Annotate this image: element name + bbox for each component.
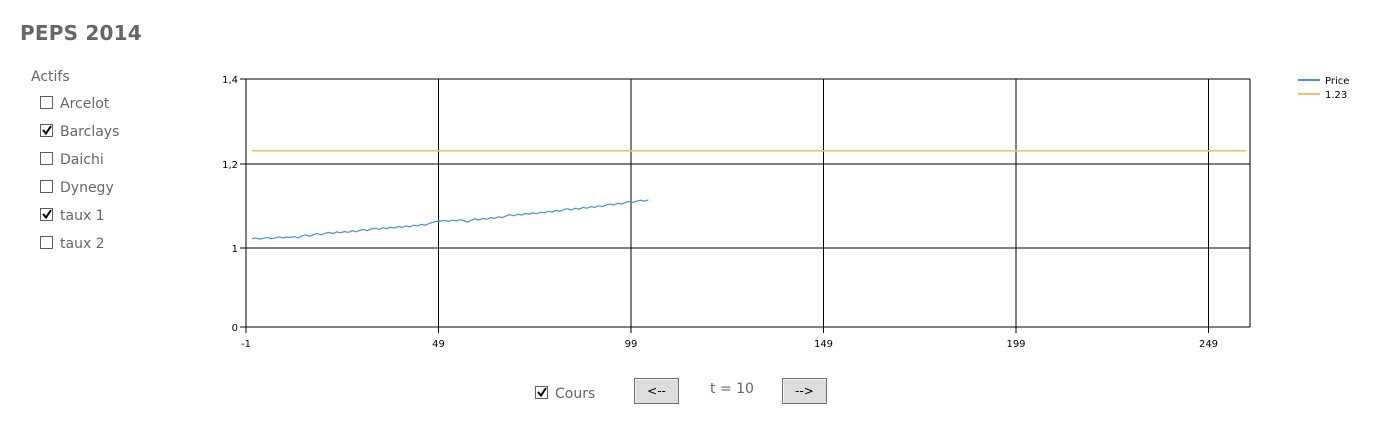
x-tick-label: 149	[814, 339, 833, 350]
asset-label: Daichi	[60, 152, 104, 168]
x-tick-label: 99	[625, 339, 638, 350]
checkbox[interactable]	[40, 124, 53, 137]
checkbox[interactable]	[40, 180, 53, 193]
time-step-label: t = 10	[710, 381, 754, 397]
legend-label: 1.23	[1325, 90, 1347, 101]
asset-item-taux-1[interactable]: taux 1	[40, 206, 119, 234]
asset-label: Dynegy	[60, 180, 114, 196]
cours-checkbox[interactable]	[535, 386, 548, 399]
next-step-button[interactable]: -->	[782, 378, 827, 404]
x-tick-label: -1	[241, 339, 251, 350]
x-tick-label: 249	[1199, 339, 1218, 350]
series-line-price	[251, 199, 649, 240]
asset-label: Arcelot	[60, 96, 110, 112]
y-tick-label: 0	[232, 323, 238, 334]
checkbox[interactable]	[40, 152, 53, 165]
asset-item-dynegy[interactable]: Dynegy	[40, 178, 119, 206]
check-icon	[42, 125, 52, 136]
checkbox[interactable]	[40, 96, 53, 109]
y-tick-label: 1	[232, 244, 238, 255]
y-tick-label: 1,2	[222, 160, 238, 171]
asset-label: taux 2	[60, 236, 105, 252]
bottom-toolbar: Cours <-- t = 10 -->	[0, 377, 1381, 407]
asset-item-taux-2[interactable]: taux 2	[40, 234, 119, 262]
asset-label: Barclays	[60, 124, 120, 140]
check-icon	[537, 387, 547, 398]
asset-item-daichi[interactable]: Daichi	[40, 150, 119, 178]
previous-step-button[interactable]: <--	[634, 378, 679, 404]
assets-checkbox-list: Arcelot Barclays Daichi Dynegy taux 1 ta…	[40, 94, 119, 262]
page-title: PEPS 2014	[20, 21, 142, 45]
checkbox[interactable]	[40, 236, 53, 249]
assets-panel-header: Actifs	[31, 69, 70, 85]
check-icon	[42, 209, 52, 220]
checkbox[interactable]	[40, 208, 53, 221]
x-tick-label: 49	[432, 339, 445, 350]
price-chart: 0 1 1,2 1,4 -1 49 99 149 199 249 Price 1.23	[222, 75, 1349, 350]
asset-item-arcelot[interactable]: Arcelot	[40, 94, 119, 122]
cours-toggle[interactable]: Cours	[535, 384, 595, 404]
asset-item-barclays[interactable]: Barclays	[40, 122, 119, 150]
x-tick-label: 199	[1006, 339, 1025, 350]
legend-label: Price	[1325, 76, 1349, 87]
y-tick-label: 1,4	[222, 75, 238, 86]
asset-label: taux 1	[60, 208, 105, 224]
cours-label: Cours	[555, 386, 596, 402]
